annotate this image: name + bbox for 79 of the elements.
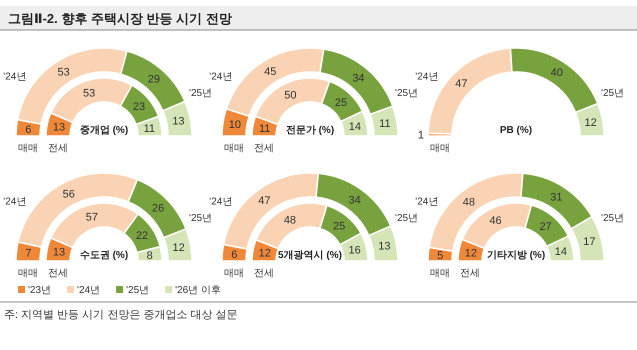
data-label: 10 xyxy=(228,119,242,132)
slice-label: 매매 xyxy=(224,268,244,279)
data-label: 13 xyxy=(172,116,185,128)
data-label: 7 xyxy=(25,248,32,260)
data-label: 34 xyxy=(348,194,361,207)
data-label: 25 xyxy=(334,96,348,109)
text: 5개광역시 (%) xyxy=(278,250,342,261)
data-label: 48 xyxy=(284,214,296,227)
slice-label: 전세 xyxy=(460,268,480,279)
slice-label: 매매 xyxy=(18,268,38,279)
chart-title: 그림Ⅱ-2. 향후 주택시장 반등 시기 전망 xyxy=(8,11,232,26)
data-label: 46 xyxy=(489,214,502,227)
data-label: 12 xyxy=(172,242,185,254)
data-label: 17 xyxy=(583,236,596,248)
text: '25년 xyxy=(189,212,212,224)
data-label: 23 xyxy=(132,101,146,114)
data-label: 14 xyxy=(348,120,362,133)
data-label: 53 xyxy=(58,66,70,79)
data-label: 11 xyxy=(258,123,270,136)
data-label: 40 xyxy=(550,66,563,79)
text: '25년 xyxy=(601,212,624,224)
legend-label: '25년 xyxy=(126,285,150,296)
text: 중개업 (%) xyxy=(80,125,128,136)
data-label: 16 xyxy=(348,244,361,257)
text: '24년 xyxy=(3,72,26,83)
slice-label: 전세 xyxy=(254,143,274,154)
slice-label: 매매 xyxy=(430,268,450,279)
legend-label: '23년 xyxy=(28,285,52,296)
data-label: 1 xyxy=(418,130,424,142)
data-label: 12 xyxy=(584,116,597,129)
text: '24년 xyxy=(3,196,26,208)
data-label: 29 xyxy=(148,74,160,86)
data-label: 6 xyxy=(231,248,238,261)
legend-label: '24년 xyxy=(77,285,100,296)
slice-label: 매매 xyxy=(224,143,244,154)
data-label: 12 xyxy=(258,247,271,260)
data-label: 14 xyxy=(554,246,567,258)
slice-label: 매매 xyxy=(18,143,38,154)
data-label: 12 xyxy=(464,247,477,260)
text: '25년 xyxy=(189,88,212,99)
text: PB (%) xyxy=(500,125,532,136)
slice-label: 전세 xyxy=(254,268,274,279)
text: '24년 xyxy=(209,196,232,208)
text: 주: 지역별 반등 시기 전망은 중개업소 대상 설문 xyxy=(4,309,238,321)
data-label: 34 xyxy=(352,72,365,84)
data-label: 56 xyxy=(62,188,75,201)
data-label: 26 xyxy=(152,202,164,215)
data-label: 13 xyxy=(378,240,391,253)
data-label: 53 xyxy=(82,87,96,100)
data-label: 11 xyxy=(144,123,156,136)
data-label: 6 xyxy=(25,124,32,136)
data-label: 13 xyxy=(52,246,66,259)
text: '24년 xyxy=(209,72,232,83)
data-label: 31 xyxy=(550,192,562,204)
text: '24년 xyxy=(415,72,438,83)
text: 전문가 (%) xyxy=(286,125,334,136)
slice-label: 전세 xyxy=(48,268,68,279)
text: '25년 xyxy=(395,212,418,224)
data-label: 11 xyxy=(379,118,391,130)
text: '25년 xyxy=(601,88,624,99)
data-label: 50 xyxy=(284,89,297,102)
data-label: 47 xyxy=(455,78,468,90)
text: 기타지방 (%) xyxy=(486,250,546,261)
data-label: 27 xyxy=(539,220,552,233)
text: 수도권 (%) xyxy=(80,250,128,261)
text: '24년 xyxy=(415,196,438,208)
data-label: 57 xyxy=(86,212,98,224)
data-label: 47 xyxy=(258,195,270,208)
data-label: 48 xyxy=(462,196,476,208)
slice-label: 매매 xyxy=(430,143,450,154)
data-label: 45 xyxy=(264,66,276,78)
data-label: 13 xyxy=(52,122,66,134)
data-label: 5 xyxy=(437,250,444,262)
data-label: 22 xyxy=(136,230,148,242)
data-label: 25 xyxy=(332,220,346,232)
slice-label: 전세 xyxy=(48,143,68,154)
legend-label: '26년 이후 xyxy=(175,285,221,296)
text: '25년 xyxy=(395,88,418,99)
data-label: 8 xyxy=(146,250,153,262)
